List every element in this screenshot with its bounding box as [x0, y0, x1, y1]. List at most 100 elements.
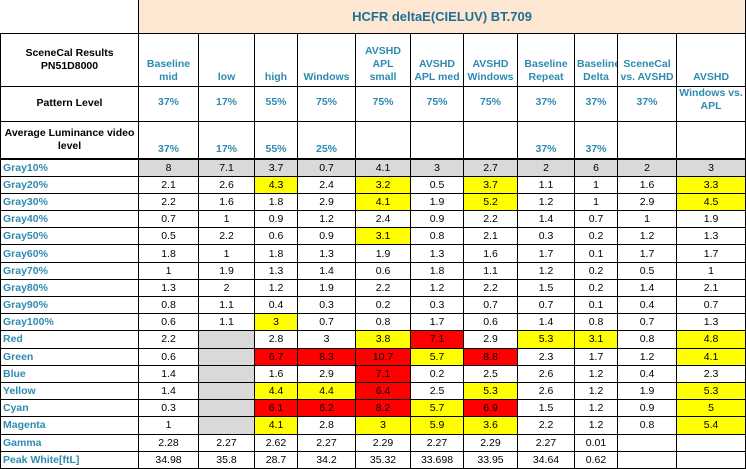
data-cell: 1.2 [517, 192, 575, 212]
data-cell [198, 330, 255, 349]
avg-luminance-value [410, 120, 464, 160]
data-cell: 2.27 [198, 433, 255, 452]
data-cell [198, 381, 255, 401]
avg-luminance-value: 37% [138, 120, 199, 160]
data-cell [198, 347, 255, 366]
data-cell: 2.1 [138, 175, 199, 194]
avg-luminance-value: 17% [198, 120, 255, 160]
column-header: AVSHD APL med [410, 32, 464, 87]
data-cell: 3.3 [675, 175, 746, 194]
data-cell: 0.8 [410, 227, 464, 246]
data-cell: 2.9 [297, 192, 356, 212]
data-cell: 4.3 [254, 175, 298, 194]
data-cell: 0.9 [254, 210, 298, 229]
data-cell: 1.6 [254, 364, 298, 383]
data-cell: 0.01 [574, 433, 618, 452]
data-cell: 8.8 [463, 347, 518, 366]
data-cell: 5.7 [410, 347, 464, 366]
data-cell: 1.2 [617, 227, 677, 246]
data-cell: 1.2 [574, 381, 618, 401]
data-cell: 0.5 [617, 261, 677, 280]
table-row: Gray30% 2.2 1.6 1.8 2.9 4.1 1.9 5.2 1.2 1 2.9 4.5 [0, 192, 746, 212]
corner-blank [0, 0, 139, 34]
row-label: Magenta [0, 416, 139, 435]
row-label: Average Luminance video level [0, 120, 139, 160]
row-label: Gray80% [0, 278, 139, 298]
table-row: Yellow 1.4 4.4 4.4 6.4 2.5 5.3 2.6 1.2 1.9 5.3 [0, 381, 746, 401]
table-row: Gray60% 1.8 1 1.8 1.3 1.9 1.3 1.6 1.7 0.1 1.7 1.7 [0, 244, 746, 263]
data-cell: 2.6 [198, 175, 255, 194]
data-cell: 1 [574, 175, 618, 194]
data-cell: 2.27 [517, 433, 575, 452]
data-cell: 6.7 [254, 347, 298, 366]
data-cell [617, 450, 677, 469]
data-cell: 34.2 [297, 450, 356, 469]
data-cell: 2.1 [463, 227, 518, 246]
data-cell: 0.6 [463, 313, 518, 332]
data-cell: 0.2 [574, 227, 618, 246]
data-cell: 2.27 [410, 433, 464, 452]
column-header-row: SceneCal Results PN51D8000 Baseline mid lo… [0, 32, 746, 87]
data-cell: 4.4 [297, 381, 356, 401]
data-cell: 2.9 [297, 364, 356, 383]
data-cell [198, 416, 255, 435]
data-cell: 1 [198, 210, 255, 229]
data-cell: 2.2 [198, 227, 255, 246]
data-cell: 1.2 [574, 364, 618, 383]
data-cell: 6.1 [254, 399, 298, 418]
data-cell: 6.9 [463, 399, 518, 418]
data-cell: 1 [138, 261, 199, 280]
avg-luminance-value [355, 120, 411, 160]
column-header: low [198, 32, 255, 87]
data-cell: 10.7 [355, 347, 411, 366]
data-cell: 2.5 [463, 364, 518, 383]
data-cell: 5 [675, 399, 746, 418]
data-cell: 0.4 [254, 295, 298, 315]
data-cell: 2.8 [254, 330, 298, 349]
table-row: Gray80% 1.3 2 1.2 1.9 2.2 1.2 2.2 1.5 0.2 1.4 2.1 [0, 278, 746, 298]
data-cell: 0.3 [138, 399, 199, 418]
data-cell: 1.1 [198, 295, 255, 315]
data-cell: 1.2 [297, 210, 356, 229]
data-cell: 0.9 [410, 210, 464, 229]
data-cell: 1.2 [574, 416, 618, 435]
data-cell: 1.9 [297, 278, 356, 298]
data-cell [675, 433, 746, 452]
table-row: Cyan 0.3 6.1 6.2 8.2 5.7 6.9 1.5 1.2 0.9 5 [0, 399, 746, 418]
data-cell: 5.7 [410, 399, 464, 418]
row-label: Gray60% [0, 244, 139, 263]
data-cell: 1.2 [254, 278, 298, 298]
data-cell: 1.4 [617, 278, 677, 298]
data-cell: 1.2 [574, 399, 618, 418]
data-cell: 1.3 [138, 278, 199, 298]
data-cell: 1.8 [254, 192, 298, 212]
data-cell: 0.7 [297, 158, 356, 177]
data-cell: 1.1 [198, 313, 255, 332]
data-cell: 2.4 [355, 210, 411, 229]
data-cell: 3 [410, 158, 464, 177]
data-cell: 1.4 [297, 261, 356, 280]
row-label: Gray40% [0, 210, 139, 229]
data-cell: 0.5 [138, 227, 199, 246]
data-cell: 0.7 [574, 210, 618, 229]
data-cell: 2.1 [675, 278, 746, 298]
data-cell [198, 399, 255, 418]
data-cell: 28.7 [254, 450, 298, 469]
data-cell: 4.1 [254, 416, 298, 435]
row-label: Red [0, 330, 139, 349]
pattern-level-value: 55% [254, 85, 298, 122]
data-cell: 2.3 [517, 347, 575, 366]
data-cell: 1.5 [517, 278, 575, 298]
data-cell: 3.2 [355, 175, 411, 194]
row-label: Blue [0, 364, 139, 383]
data-cell: 1.7 [675, 244, 746, 263]
pattern-level-value: 37% [574, 85, 618, 122]
data-cell: 1.6 [198, 192, 255, 212]
table-row: Gamma 2.28 2.27 2.62 2.27 2.29 2.27 2.29 2.27 0.0… [0, 433, 746, 452]
data-cell: 1.1 [463, 261, 518, 280]
data-cell: 1.4 [138, 381, 199, 401]
data-cell: 35.32 [355, 450, 411, 469]
data-cell: 1.9 [355, 244, 411, 263]
row-label: Gray100% [0, 313, 139, 332]
data-cell: 8.2 [355, 399, 411, 418]
